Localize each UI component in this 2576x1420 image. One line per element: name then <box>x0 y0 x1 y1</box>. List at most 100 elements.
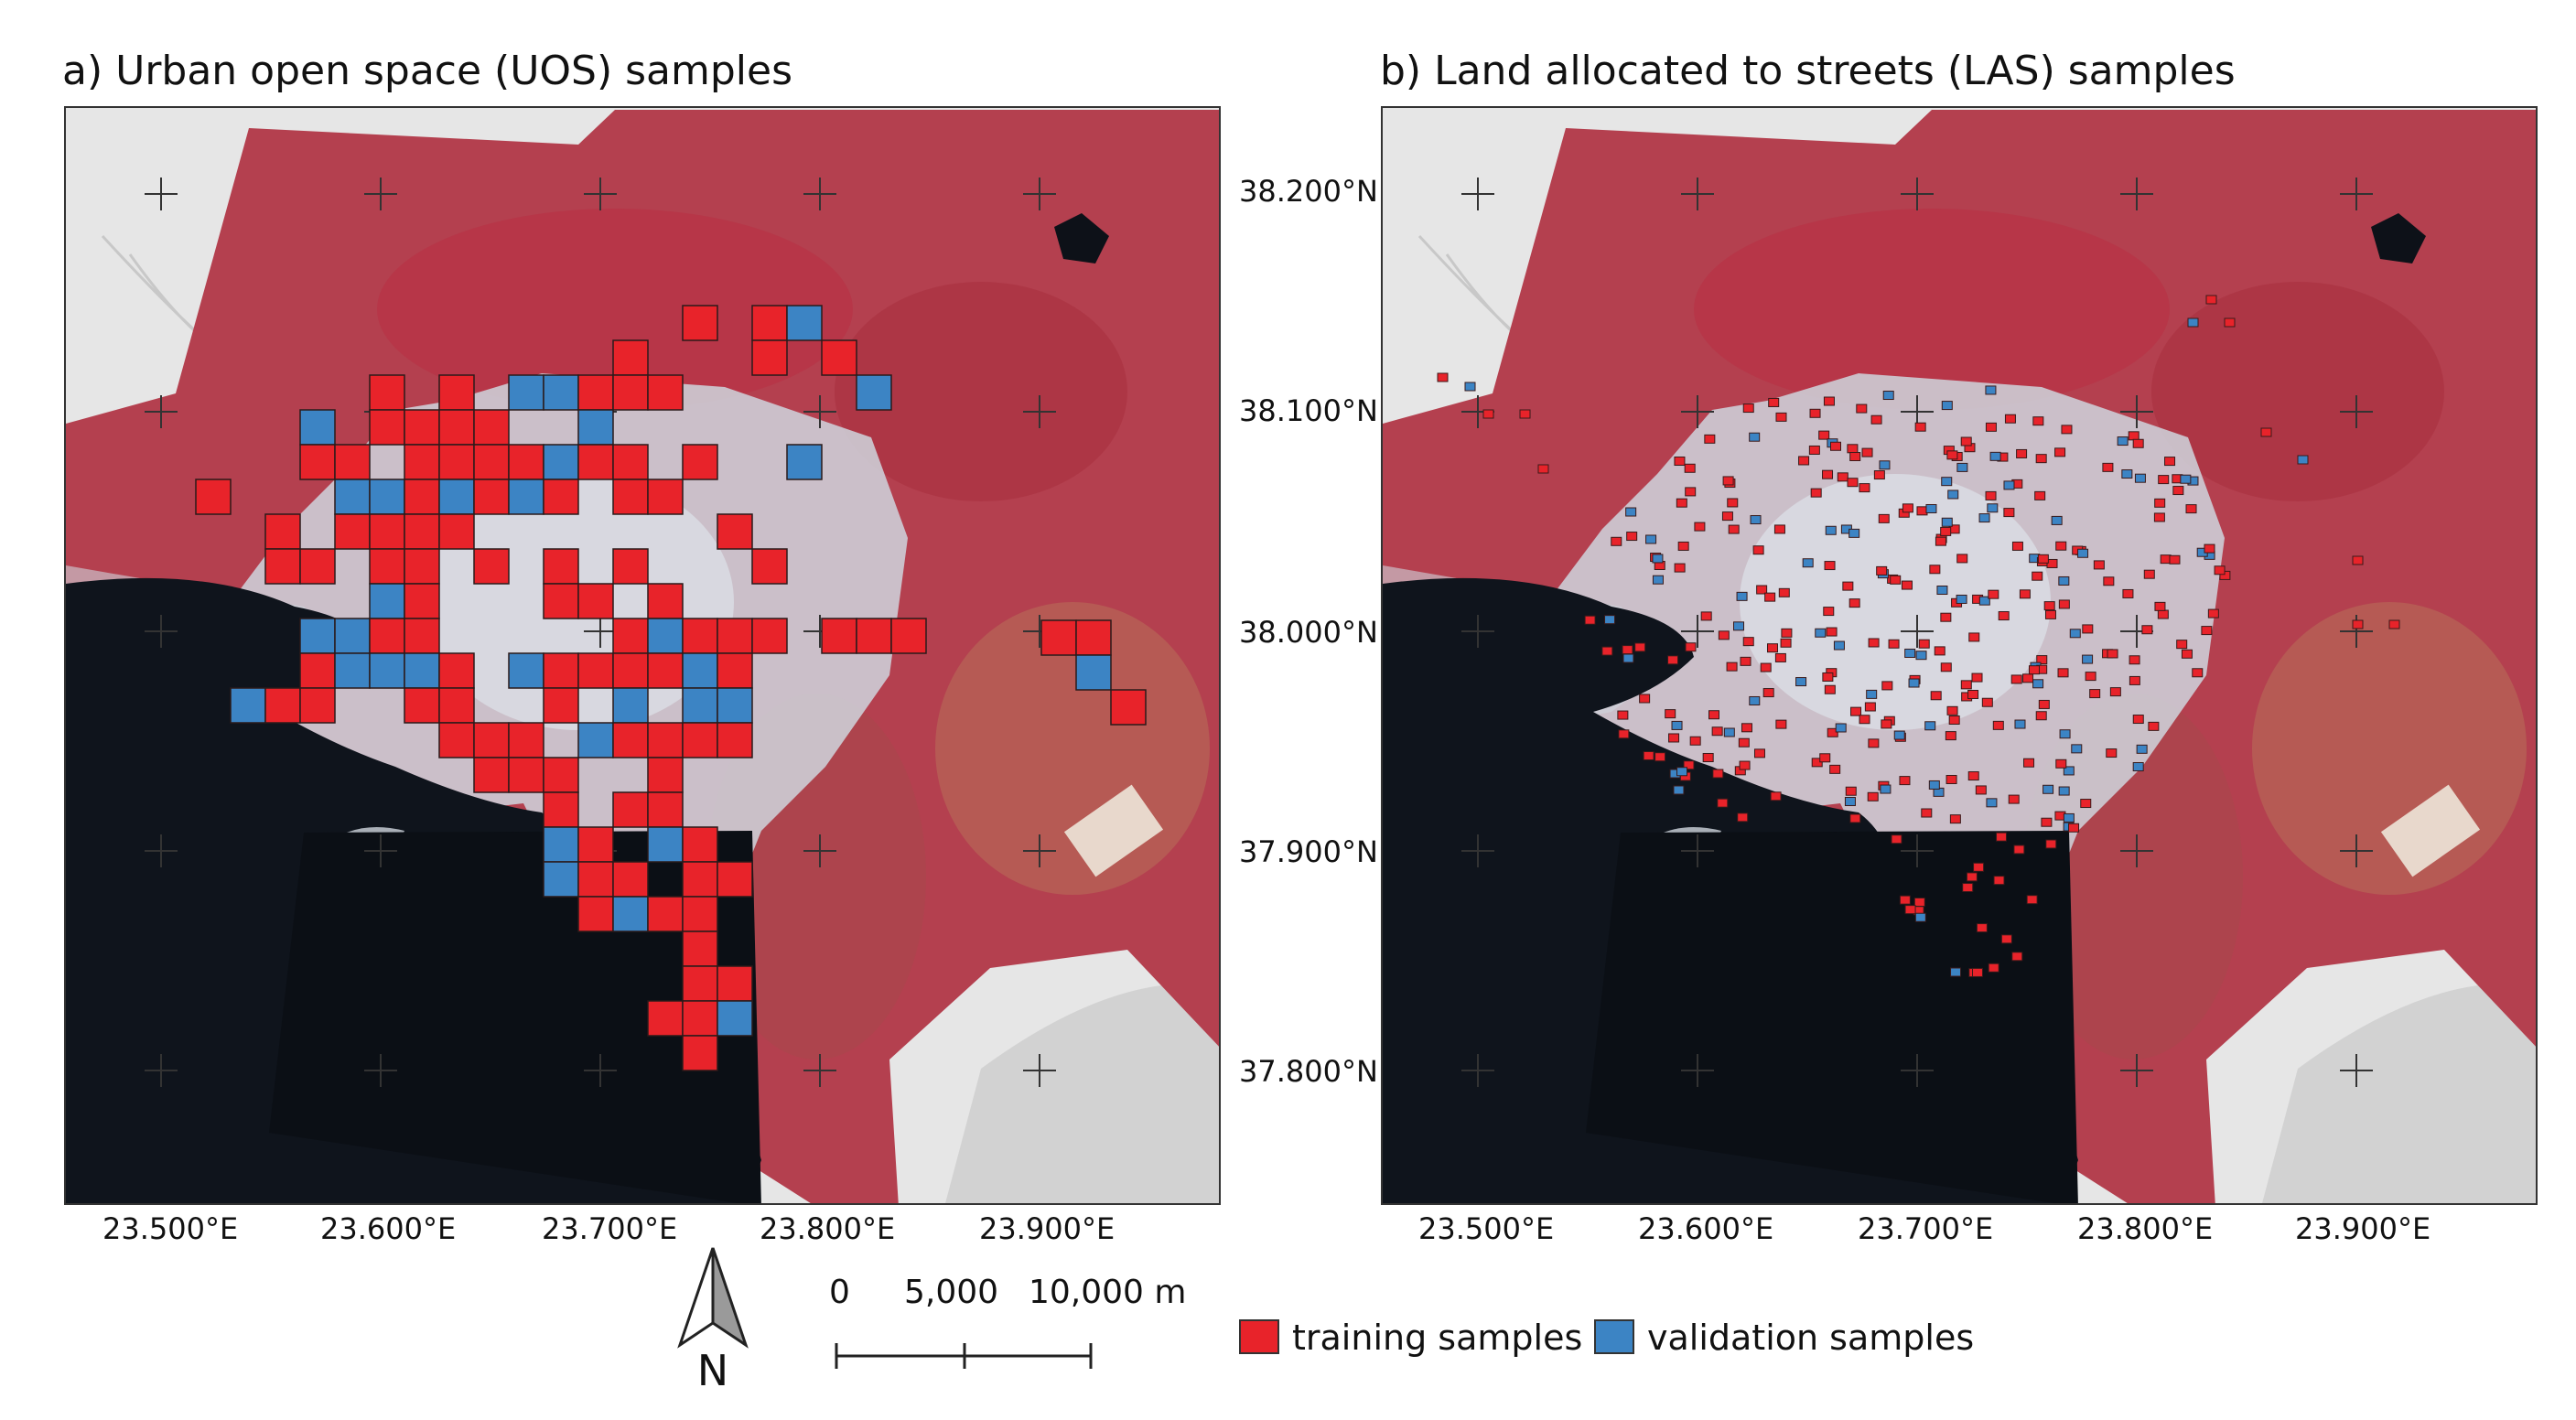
training-sample <box>1683 760 1695 770</box>
training-sample <box>1718 630 1730 640</box>
lon-label-a-23-8: 23.800°E <box>760 1211 896 1246</box>
training-sample <box>682 444 718 480</box>
lon-label-b-23-8: 23.800°E <box>2077 1211 2214 1246</box>
training-sample <box>2158 475 2170 485</box>
validation-sample <box>1879 460 1891 470</box>
training-sample <box>508 757 544 793</box>
validation-sample <box>1904 648 1916 658</box>
training-sample <box>369 374 405 411</box>
validation-sample <box>682 652 718 689</box>
grid-cross <box>1461 178 1494 210</box>
training-sample <box>1654 752 1666 762</box>
training-sample <box>404 583 440 619</box>
training-sample <box>1584 615 1596 625</box>
training-sample <box>2054 447 2066 457</box>
training-sample <box>1930 691 1942 701</box>
training-sample <box>2205 295 2217 305</box>
training-sample <box>1712 769 1724 779</box>
training-sample <box>2172 486 2184 496</box>
lon-label-a-23-9: 23.900°E <box>979 1211 1116 1246</box>
training-sample <box>473 722 510 758</box>
training-sample <box>2043 601 2055 611</box>
las-sample-points <box>1437 295 2400 978</box>
training-sample <box>369 618 405 654</box>
training-sample <box>1971 672 1983 683</box>
validation-sample <box>1625 507 1637 517</box>
validation-sample <box>1941 517 1953 527</box>
training-sample <box>1827 727 1838 737</box>
validation-sample <box>2187 317 2199 328</box>
training-sample <box>1890 575 1902 585</box>
validation-sample <box>1075 654 1112 691</box>
validation-sample <box>508 374 544 411</box>
training-sample <box>1537 464 1549 474</box>
training-sample <box>1823 607 1835 617</box>
grid-cross <box>1901 615 1934 648</box>
validation-sample <box>1866 689 1878 699</box>
validation-sample <box>2297 455 2309 465</box>
training-sample <box>1700 611 1712 621</box>
training-sample <box>1810 488 1822 498</box>
map-panel-a <box>64 106 1221 1205</box>
training-sample <box>334 444 371 480</box>
legend-validation-swatch <box>1594 1319 1634 1354</box>
training-sample <box>1685 642 1697 652</box>
training-sample <box>1739 760 1751 770</box>
training-sample <box>473 479 510 515</box>
training-sample <box>2022 673 2034 683</box>
training-sample <box>1975 785 1987 795</box>
validation-sample <box>2180 474 2192 484</box>
grid-cross <box>1681 178 1714 210</box>
lon-label-b-23-7: 23.700°E <box>1858 1211 1994 1246</box>
training-sample <box>1992 720 2004 730</box>
training-sample <box>1818 430 1830 440</box>
validation-sample <box>1723 727 1735 737</box>
training-sample <box>1676 498 1687 508</box>
training-sample <box>2034 490 2046 500</box>
training-sample <box>1781 628 1793 638</box>
training-sample <box>2089 689 2101 699</box>
training-sample <box>404 687 440 724</box>
training-sample <box>1981 697 1993 707</box>
validation-sample <box>508 479 544 515</box>
training-sample <box>1798 456 1810 466</box>
training-sample <box>612 861 649 898</box>
training-sample <box>264 687 301 724</box>
training-sample <box>1985 490 1997 500</box>
validation-sample <box>1844 797 1856 807</box>
validation-sample <box>543 374 579 411</box>
training-sample <box>1873 470 1885 480</box>
training-sample <box>1921 808 1933 818</box>
training-sample <box>2016 448 2028 458</box>
training-sample <box>299 444 336 480</box>
training-sample <box>1901 580 1913 590</box>
validation-sample <box>612 896 649 932</box>
validation-sample <box>543 826 579 863</box>
lat-label-38-000: 38.000°N <box>1239 615 1378 650</box>
grid-cross <box>2340 178 2373 210</box>
training-sample <box>1762 688 1774 698</box>
training-sample <box>404 618 440 654</box>
validation-sample <box>1956 462 1968 472</box>
training-sample <box>1753 748 1765 758</box>
validation-sample <box>1671 720 1683 730</box>
validation-sample <box>2071 744 2083 754</box>
scale-bar-line <box>835 1343 1093 1369</box>
training-sample <box>1891 834 1902 844</box>
training-sample <box>2035 454 2047 464</box>
validation-sample <box>2014 719 2026 729</box>
training-sample <box>369 513 405 550</box>
training-sample <box>1967 690 1979 700</box>
validation-sample <box>612 687 649 724</box>
training-sample <box>1738 737 1750 748</box>
training-sample <box>2176 640 2188 650</box>
training-sample <box>2061 425 2073 435</box>
training-sample <box>2036 655 2048 665</box>
training-sample <box>2011 952 2023 962</box>
training-sample <box>682 896 718 932</box>
grid-cross <box>2120 834 2153 867</box>
validation-sample <box>1652 575 1664 585</box>
training-sample <box>2037 554 2049 564</box>
grid-cross <box>1461 1054 1494 1087</box>
training-sample <box>1727 498 1739 508</box>
